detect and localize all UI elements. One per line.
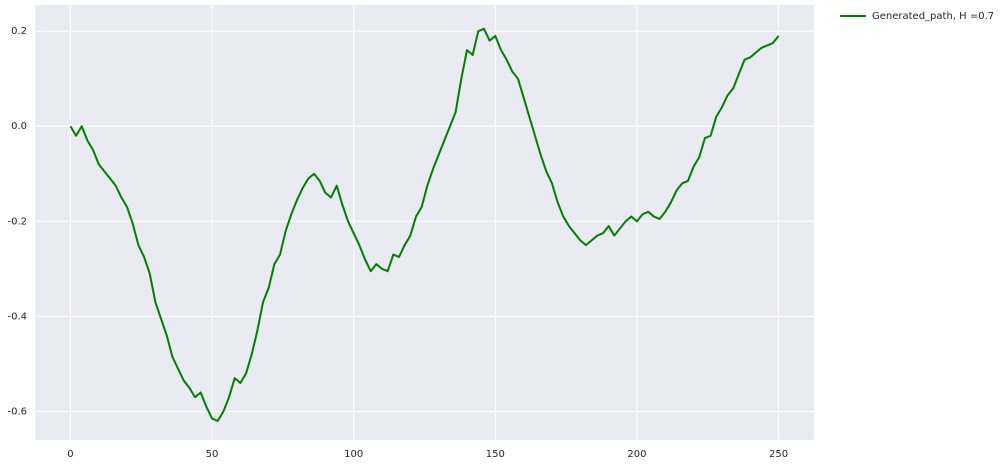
plot-area [35,5,814,440]
y-tick-label: -0.6 [7,406,27,417]
legend: Generated_path, H =0.7 [840,11,994,22]
grid [35,5,814,440]
y-tick-label: -0.2 [7,216,27,227]
x-tick-label: 150 [486,449,505,460]
x-tick-label: 250 [769,449,788,460]
legend-label: Generated_path, H =0.7 [872,11,994,22]
y-tick-label: 0.0 [11,121,27,132]
y-tick-label: 0.2 [11,26,27,37]
x-tick-label: 200 [627,449,646,460]
x-tick-label: 0 [67,449,73,460]
series [69,27,780,422]
x-tick-label: 50 [206,449,219,460]
line-series [69,27,780,422]
x-tick-label: 100 [344,449,363,460]
y-tick-label: -0.4 [7,311,27,322]
